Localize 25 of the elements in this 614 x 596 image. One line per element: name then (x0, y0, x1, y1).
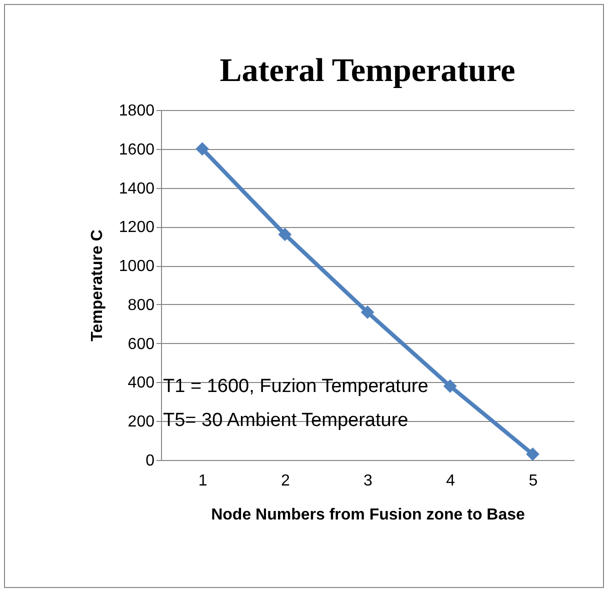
y-tick-label: 1800 (118, 102, 155, 120)
annotation: T5= 30 Ambient Temperature (163, 410, 408, 431)
x-axis-title: Node Numbers from Fusion zone to Base (211, 506, 526, 524)
y-tick-label: 400 (128, 374, 155, 392)
y-tick-label: 1200 (118, 219, 155, 236)
y-tick-label: 1600 (118, 141, 155, 158)
y-tick-label: 1000 (118, 258, 155, 276)
chart-title: Lateral Temperature (220, 53, 516, 89)
point (196, 142, 210, 156)
y-tick-label: 600 (128, 336, 155, 353)
x-tick-label: 5 (528, 472, 538, 490)
y-axis-title: Temperature C (88, 229, 106, 342)
y-tick-label: 200 (128, 414, 155, 431)
x-tick-label: 4 (446, 472, 456, 490)
point (278, 228, 292, 242)
y-tick-label: 1400 (118, 180, 155, 198)
x-tick-label: 2 (280, 472, 290, 490)
y-tick-label: 0 (146, 452, 155, 470)
annotation: T1 = 1600, Fuzion Temperature (163, 376, 428, 397)
x-tick-label: 1 (198, 472, 208, 490)
point (526, 447, 540, 461)
point (443, 379, 457, 393)
x-tick-label: 3 (364, 472, 373, 490)
point (360, 306, 374, 319)
y-tick-label: 800 (128, 296, 155, 314)
